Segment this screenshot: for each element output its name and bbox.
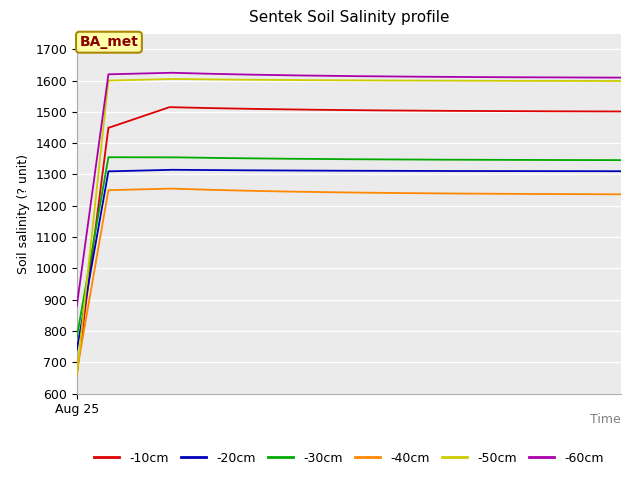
-40cm — [166, 186, 173, 192]
-30cm — [336, 156, 344, 162]
-10cm — [605, 108, 612, 114]
-60cm — [369, 73, 376, 79]
-10cm — [73, 372, 81, 378]
-10cm — [336, 107, 344, 113]
-40cm — [332, 190, 340, 195]
-50cm — [369, 78, 376, 84]
-30cm — [398, 156, 406, 162]
-10cm — [617, 108, 625, 114]
-30cm — [369, 156, 376, 162]
-50cm — [605, 78, 612, 84]
-60cm — [166, 70, 173, 76]
-30cm — [73, 335, 81, 340]
Line: -30cm: -30cm — [77, 157, 621, 337]
Line: -40cm: -40cm — [77, 189, 621, 372]
-40cm — [398, 190, 406, 196]
-30cm — [104, 155, 112, 160]
-20cm — [605, 168, 612, 174]
-50cm — [73, 372, 81, 378]
-40cm — [336, 190, 344, 195]
Title: Sentek Soil Salinity profile: Sentek Soil Salinity profile — [248, 11, 449, 25]
-20cm — [398, 168, 406, 174]
Line: -50cm: -50cm — [77, 79, 621, 375]
-10cm — [398, 108, 406, 113]
-30cm — [332, 156, 340, 162]
Text: Time: Time — [590, 413, 621, 426]
-10cm — [166, 104, 173, 110]
Legend: -10cm, -20cm, -30cm, -40cm, -50cm, -60cm: -10cm, -20cm, -30cm, -40cm, -50cm, -60cm — [89, 447, 609, 469]
-40cm — [73, 369, 81, 374]
Line: -10cm: -10cm — [77, 107, 621, 375]
-60cm — [332, 73, 340, 79]
-60cm — [336, 73, 344, 79]
-50cm — [166, 76, 173, 82]
-50cm — [332, 77, 340, 83]
-60cm — [605, 75, 612, 81]
-40cm — [617, 192, 625, 197]
-20cm — [617, 168, 625, 174]
-10cm — [332, 107, 340, 113]
-40cm — [369, 190, 376, 196]
-10cm — [369, 108, 376, 113]
Line: -60cm: -60cm — [77, 73, 621, 306]
-50cm — [617, 78, 625, 84]
-60cm — [617, 75, 625, 81]
Y-axis label: Soil salinity (? unit): Soil salinity (? unit) — [17, 154, 29, 274]
-40cm — [605, 192, 612, 197]
-30cm — [617, 157, 625, 163]
-60cm — [520, 74, 527, 80]
Text: BA_met: BA_met — [79, 35, 138, 49]
-60cm — [73, 303, 81, 309]
-50cm — [336, 77, 344, 83]
-10cm — [520, 108, 527, 114]
-50cm — [520, 78, 527, 84]
-20cm — [166, 167, 173, 173]
-60cm — [398, 74, 406, 80]
-50cm — [398, 78, 406, 84]
Line: -20cm: -20cm — [77, 170, 621, 350]
-20cm — [369, 168, 376, 174]
-20cm — [332, 168, 340, 174]
-30cm — [520, 157, 527, 163]
-20cm — [73, 347, 81, 353]
-40cm — [520, 191, 527, 197]
-20cm — [336, 168, 344, 174]
-20cm — [520, 168, 527, 174]
-30cm — [605, 157, 612, 163]
